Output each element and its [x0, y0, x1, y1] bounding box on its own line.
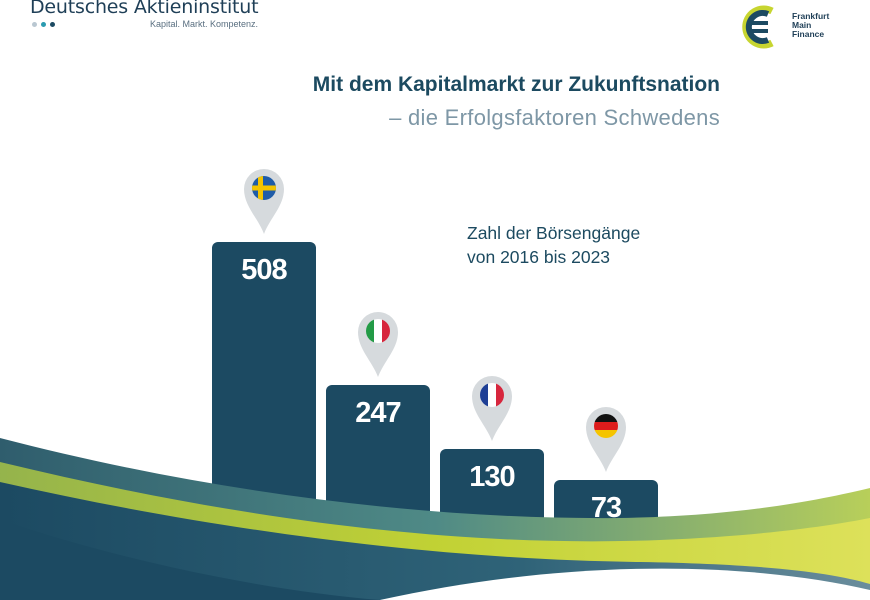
chart-title: Mit dem Kapitalmarkt zur Zukunftsnation	[312, 73, 720, 96]
partner-name: Frankfurt Main Finance	[792, 12, 829, 39]
bar-sweden: 508	[212, 242, 316, 520]
bar-value-label: 130	[469, 461, 515, 493]
partner-line: Frankfurt	[792, 11, 830, 21]
dai-logo-dots	[32, 22, 72, 28]
bar-italy: 247	[326, 385, 430, 520]
org-name: Deutsches Aktieninstitut	[30, 0, 259, 18]
chart-caption: Zahl der Börsengänge von 2016 bis 2023	[467, 221, 640, 269]
frankfurt-main-finance-logo: Frankfurt Main Finance	[738, 3, 848, 51]
logo-dot	[32, 22, 37, 27]
partner-line: Finance	[792, 29, 825, 39]
bar-value-label: 508	[241, 254, 287, 286]
bar-value-label: 247	[355, 397, 401, 429]
bar-france: 130	[440, 449, 544, 520]
logo-dot	[41, 22, 46, 27]
germany-flag-icon	[586, 407, 626, 472]
sweden-flag-icon	[244, 169, 284, 234]
caption-line: Zahl der Börsengänge	[467, 223, 641, 243]
france-flag-icon	[472, 376, 512, 441]
chart-subtitle: – die Erfolgsfaktoren Schwedens	[389, 105, 720, 130]
org-tagline: Kapital. Markt. Kompetenz.	[150, 19, 259, 29]
partner-line: Main	[792, 20, 812, 30]
logo-dot	[50, 22, 55, 27]
italy-flag-icon	[358, 312, 398, 377]
euro-circle-icon	[742, 5, 774, 49]
caption-line: von 2016 bis 2023	[467, 247, 611, 267]
